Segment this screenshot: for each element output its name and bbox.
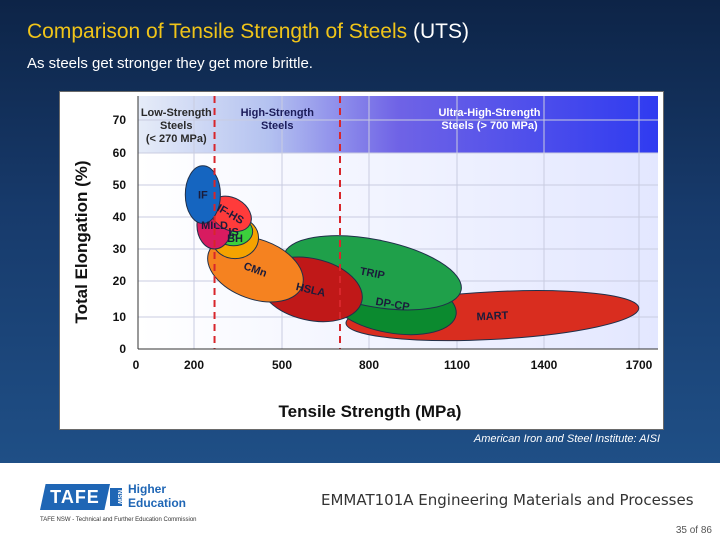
band-label: Low-Strength [141,107,212,119]
title-main: Comparison of Tensile Strength of Steels [27,20,408,43]
band-label: Ultra-High-Strength [438,107,540,119]
y-axis-label: Total Elongation (%) [72,160,91,323]
nsw-logo-mark: NSW [110,488,122,506]
region-label: TRIP [359,266,386,283]
band-label: Steels (> 700 MPa) [441,120,538,132]
region-label: BH [227,233,243,245]
x-tick-label: 1400 [531,358,558,372]
strength-band [138,96,658,153]
title-accent: (UTS) [413,20,469,43]
x-tick-label: 500 [272,358,292,372]
y-tick-label: 30 [113,242,127,256]
source-credit: American Iron and Steel Institute: AISI [473,433,660,445]
band-label: High-Strength [241,107,315,119]
y-tick-label: 50 [113,178,127,192]
y-tick-label: 40 [113,210,127,224]
chart-panel: MART DP-CP TRIP HSLA CMn BH IS MILD IF-HS IF Low-… [59,91,664,430]
y-tick-label: 70 [113,113,127,127]
x-axis-label: Tensile Strength (MPa) [279,402,462,421]
higher-education-label: Higher Education [128,482,186,510]
page-number: 35 of 86 [675,525,712,536]
band-label: (< 270 MPa) [146,133,207,145]
education-line: Education [128,496,187,510]
course-title: EMMAT101A Engineering Materials and Proc… [321,491,694,509]
band-label: Steels [261,120,293,132]
tafe-logo-mark: TAFE [40,484,110,510]
x-tick-label: 800 [359,358,379,372]
y-tick-label: 60 [113,146,127,160]
tafe-logo: TAFE NSW Higher Education [40,482,200,512]
region-label: DP-CP [375,296,411,314]
x-tick-label: 1700 [626,358,653,372]
slide-subtitle: As steels get stronger they get more bri… [27,55,313,72]
y-tick-label: 0 [119,342,126,356]
tafe-tagline: TAFE NSW - Technical and Further Educati… [40,517,197,523]
x-tick-label: 0 [133,358,140,372]
region-label: IF [198,190,208,202]
region-label: MILD [201,220,228,232]
x-tick-label: 200 [184,358,204,372]
slide-title: Comparison of Tensile Strength of Steels… [27,20,469,44]
chart-axes: 0 200 500 800 1100 1400 1700 0 10 20 30 40 50 60 70 [113,96,658,372]
higher-line: Higher [128,482,167,496]
region-label: IS [228,226,238,238]
region-if [184,165,221,224]
x-tick-label: 1100 [444,358,470,372]
region-label: MART [476,310,509,324]
band-label: Steels [160,120,192,132]
y-tick-label: 10 [113,310,127,324]
chart-grid [138,96,658,349]
steel-regions [184,165,640,342]
y-tick-label: 20 [113,274,127,288]
